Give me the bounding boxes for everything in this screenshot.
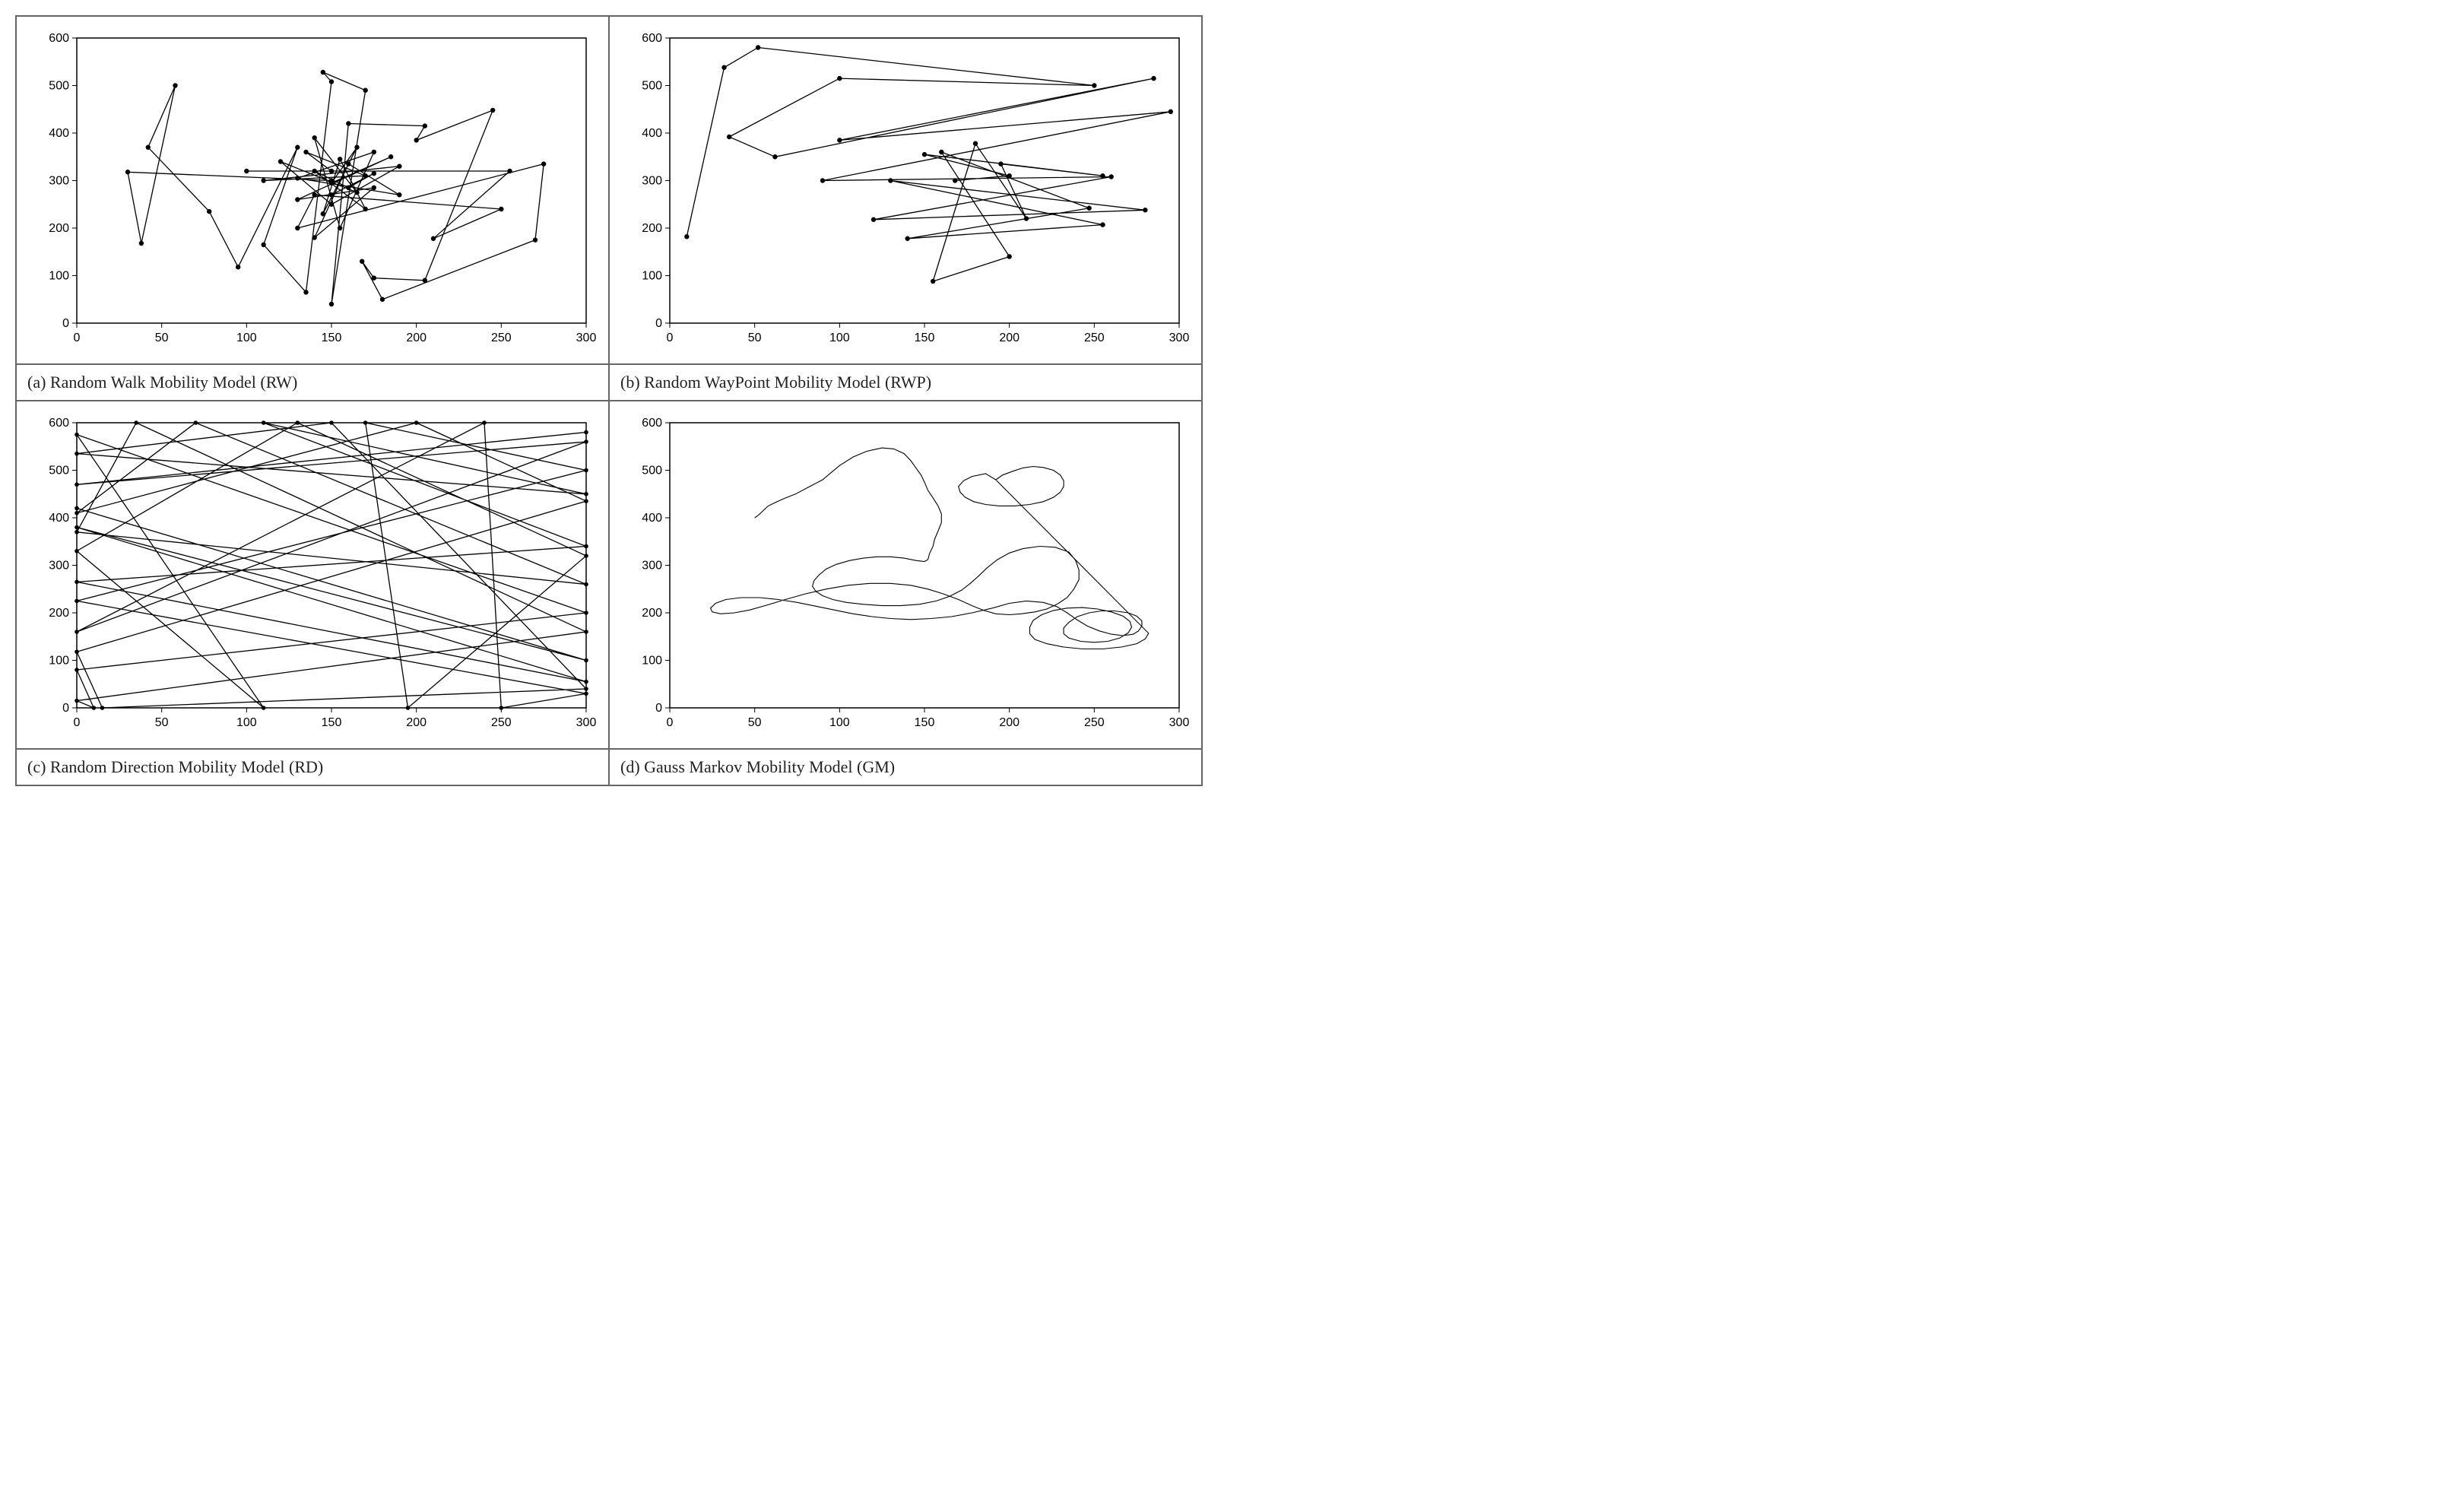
svg-text:250: 250 — [1084, 716, 1105, 729]
svg-text:100: 100 — [642, 270, 662, 283]
svg-text:150: 150 — [322, 332, 342, 344]
svg-text:150: 150 — [915, 332, 935, 344]
chart-a-svg: 0 50 100 150 200 250 300 0 100 200 300 400 500 600 — [23, 23, 602, 357]
svg-text:300: 300 — [642, 175, 662, 188]
svg-text:0: 0 — [62, 317, 69, 330]
panel-b-chart: 0 50 100 150 200 250 300 0 100 200 300 400 500 600 — [609, 16, 1202, 364]
figure-grid: 0501001502002503000100200300400500600 05… — [15, 15, 1203, 786]
panel-a-caption: (a) Random Walk Mobility Model (RW) — [16, 364, 609, 401]
svg-text:0: 0 — [74, 332, 81, 344]
svg-text:200: 200 — [999, 716, 1020, 729]
chart-c-svg: 0 50 100 150 200 250 300 0 100 200 300 400 500 600 — [23, 408, 602, 742]
svg-text:50: 50 — [155, 716, 169, 729]
svg-text:200: 200 — [49, 607, 69, 620]
svg-text:500: 500 — [49, 465, 69, 477]
panel-d-caption: (d) Gauss Markov Mobility Model (GM) — [609, 749, 1202, 785]
svg-text:300: 300 — [576, 332, 597, 344]
svg-text:150: 150 — [322, 716, 342, 729]
svg-text:600: 600 — [49, 417, 69, 430]
svg-text:200: 200 — [406, 332, 427, 344]
svg-text:250: 250 — [491, 332, 512, 344]
svg-text:400: 400 — [49, 127, 69, 140]
chart-d-svg: 0 50 100 150 200 250 300 0 100 200 300 400 500 600 — [616, 408, 1195, 742]
chart-b-svg: 0 50 100 150 200 250 300 0 100 200 300 400 500 600 — [616, 23, 1195, 357]
svg-text:100: 100 — [829, 716, 850, 729]
svg-text:200: 200 — [642, 607, 662, 620]
svg-text:500: 500 — [49, 80, 69, 93]
svg-text:600: 600 — [642, 417, 662, 430]
svg-text:150: 150 — [915, 716, 935, 729]
svg-text:300: 300 — [576, 716, 597, 729]
svg-text:300: 300 — [49, 560, 69, 573]
panel-c-caption: (c) Random Direction Mobility Model (RD) — [16, 749, 609, 785]
svg-text:0: 0 — [62, 702, 69, 715]
svg-text:500: 500 — [642, 465, 662, 477]
svg-text:300: 300 — [1169, 716, 1190, 729]
svg-text:100: 100 — [236, 716, 257, 729]
svg-text:200: 200 — [999, 332, 1020, 344]
svg-text:250: 250 — [491, 716, 512, 729]
svg-text:400: 400 — [642, 127, 662, 140]
svg-text:50: 50 — [155, 332, 169, 344]
svg-text:0: 0 — [655, 317, 662, 330]
panel-d-chart: 0 50 100 150 200 250 300 0 100 200 300 400 500 600 — [609, 401, 1202, 749]
svg-text:250: 250 — [1084, 332, 1105, 344]
svg-text:200: 200 — [49, 222, 69, 235]
svg-text:0: 0 — [667, 716, 674, 729]
svg-text:400: 400 — [642, 512, 662, 525]
svg-text:200: 200 — [642, 222, 662, 235]
svg-text:0: 0 — [667, 332, 674, 344]
panel-b-caption: (b) Random WayPoint Mobility Model (RWP) — [609, 364, 1202, 401]
svg-text:300: 300 — [642, 560, 662, 573]
svg-text:200: 200 — [406, 716, 427, 729]
svg-text:100: 100 — [829, 332, 850, 344]
svg-text:50: 50 — [748, 332, 762, 344]
svg-text:0: 0 — [74, 716, 81, 729]
svg-text:600: 600 — [49, 32, 69, 45]
panel-c-chart: 0 50 100 150 200 250 300 0 100 200 300 400 500 600 — [16, 401, 609, 749]
svg-text:300: 300 — [49, 175, 69, 188]
svg-text:100: 100 — [49, 655, 69, 668]
svg-text:100: 100 — [236, 332, 257, 344]
svg-text:300: 300 — [1169, 332, 1190, 344]
svg-text:100: 100 — [642, 655, 662, 668]
svg-text:100: 100 — [49, 270, 69, 283]
svg-text:0: 0 — [655, 702, 662, 715]
svg-text:500: 500 — [642, 80, 662, 93]
svg-text:50: 50 — [748, 716, 762, 729]
svg-text:600: 600 — [642, 32, 662, 45]
svg-text:400: 400 — [49, 512, 69, 525]
panel-a-chart: 0 50 100 150 200 250 300 0 100 200 300 400 500 600 — [16, 16, 609, 364]
